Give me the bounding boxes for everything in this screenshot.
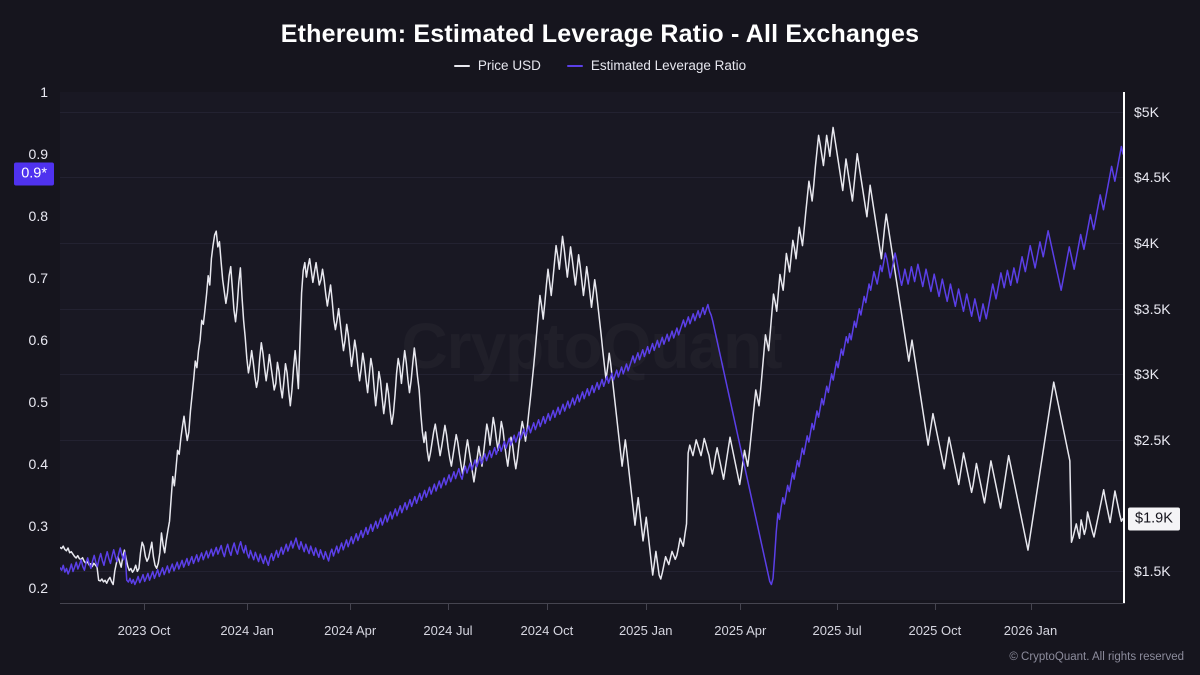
right-axis-value-badge[interactable]: $1.9K [1128, 507, 1180, 531]
plot-area[interactable]: CryptoQuant [60, 92, 1123, 600]
left-axis-tick-label: 0.4 [28, 455, 48, 472]
right-axis: $5K $4.5K $4K $3.5K $3K $2.5K $1.5K $1.9K [1125, 0, 1200, 675]
x-axis-tick-mark [740, 604, 742, 610]
x-axis-tick-mark [934, 604, 936, 610]
legend-item-1[interactable]: Price USD [453, 58, 541, 73]
gridline [60, 111, 1123, 113]
left-axis-tick-label: 0.2 [28, 579, 48, 596]
right-axis-tick-label: $3.5K [1134, 300, 1171, 317]
leverage-ratio-line [60, 147, 1123, 585]
left-axis-tick-label: 0.9 [28, 145, 48, 162]
x-axis-tick-label: 2025 Oct [908, 623, 962, 638]
right-axis-tick-label: $1.5K [1134, 563, 1171, 580]
left-axis-tick-label: 0.3 [28, 517, 48, 534]
left-axis: 1 0.9 0.8 0.7 0.6 0.5 0.4 0.3 0.2 0.9* [0, 0, 60, 675]
right-axis-tick-label: $5K [1134, 103, 1159, 120]
x-axis-tick-mark [1030, 604, 1032, 610]
right-axis-tick-label: $2.5K [1134, 431, 1171, 448]
page-title: Ethereum: Estimated Leverage Ratio - All… [280, 20, 920, 48]
x-axis-tick-mark [546, 604, 548, 610]
x-axis-tick-label: 2024 Apr [324, 623, 377, 638]
x-axis-tick-mark [837, 604, 839, 610]
right-axis-tick-label: $3K [1134, 366, 1159, 383]
x-axis-tick-mark [247, 604, 249, 610]
gridlines [60, 92, 1123, 600]
left-axis-tick-label: 1 [40, 84, 48, 100]
x-axis-tick-label: 2025 Jul [812, 623, 862, 638]
right-axis-tick-label: $4K [1134, 234, 1159, 251]
left-axis-tick-label: 0.7 [28, 269, 48, 286]
x-axis-tick-mark [143, 604, 145, 610]
x-axis-tick-label: 2024 Oct [520, 623, 574, 638]
right-axis-spine [1123, 92, 1125, 604]
legend-label: Price USD [477, 58, 541, 73]
x-axis-tick-mark [447, 604, 449, 610]
legend-item-2[interactable]: Estimated Leverage Ratio [566, 58, 747, 73]
gridline [60, 308, 1123, 310]
x-axis-tick-label: 2023 Oct [117, 623, 171, 638]
line-dash-icon [566, 64, 583, 67]
x-axis-spine [60, 603, 1125, 604]
line-dash-icon [453, 64, 470, 67]
gridline [60, 177, 1123, 179]
gridline [60, 571, 1123, 573]
x-axis-tick-label: 2024 Jan [220, 623, 274, 638]
gridline [60, 439, 1123, 441]
x-axis-tick-mark [645, 604, 647, 610]
left-axis-tick-label: 0.5 [28, 393, 48, 410]
x-axis-tick-label: 2026 Jan [1003, 623, 1058, 638]
left-axis-tick-label: 0.8 [28, 207, 48, 224]
left-axis-tick-label: 0.6 [28, 331, 48, 348]
x-axis-tick-label: 2024 Jul [423, 623, 473, 638]
gridline [60, 242, 1123, 244]
price-line [60, 127, 1123, 584]
right-axis-tick-label: $4.5K [1134, 169, 1171, 186]
chart-legend: Price USD Estimated Leverage Ratio [0, 58, 1200, 73]
x-axis-tick-label: 2025 Apr [714, 623, 767, 638]
gridline [60, 374, 1123, 376]
x-axis-tick-label: 2025 Jan [618, 623, 673, 638]
legend-label: Estimated Leverage Ratio [590, 58, 747, 73]
series-lines [60, 92, 1123, 600]
left-axis-value-badge[interactable]: 0.9* [14, 162, 54, 186]
x-axis-tick-mark [350, 604, 352, 610]
copyright-footer: © CryptoQuant. All rights reserved [1009, 651, 1184, 663]
